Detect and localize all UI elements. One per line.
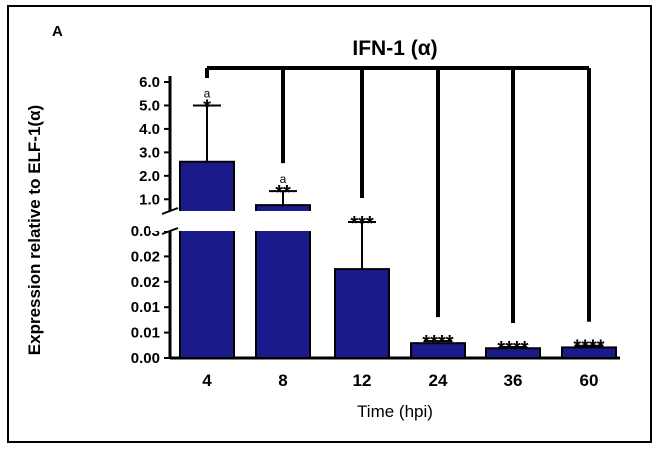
x-tick-label: 4	[202, 371, 212, 390]
y-tick-label: 6.0	[139, 74, 160, 91]
y-tick-label: 3.0	[139, 144, 160, 161]
x-tick-label: 12	[353, 371, 372, 390]
chart-title: IFN-1 (α)	[352, 37, 437, 60]
significance-stars: *	[203, 96, 211, 118]
significance-letter: a	[280, 172, 287, 186]
x-tick-label: 36	[504, 371, 523, 390]
panel-label: A	[52, 23, 63, 40]
significance-stars: ****	[573, 337, 604, 359]
y-tick-label: 5.0	[139, 97, 160, 114]
y-tick-label: 0.02	[131, 274, 160, 291]
figure-frame	[7, 5, 652, 443]
axis-break-mark	[161, 207, 179, 215]
y-tick-label: 4.0	[139, 121, 160, 138]
y-tick-label: 0.01	[131, 299, 160, 316]
significance-letter: a	[204, 86, 211, 100]
y-tick-label: 0.02	[131, 248, 160, 265]
significance-stars: **	[275, 182, 291, 204]
significance-stars: ****	[497, 338, 528, 360]
y-tick-label: 0.01	[131, 325, 160, 342]
significance-stars: ****	[422, 332, 453, 354]
y-axis-label: Expression relative to ELF-1(α)	[25, 105, 44, 355]
x-tick-label: 8	[278, 371, 287, 390]
x-tick-label: 60	[580, 371, 599, 390]
significance-stars: ***	[350, 213, 374, 235]
x-tick-label: 24	[429, 371, 448, 390]
y-tick-label: 2.0	[139, 168, 160, 185]
y-tick-label: 0.00	[131, 350, 160, 367]
bar	[334, 268, 390, 360]
bar	[179, 160, 235, 359]
axis-break-mark	[161, 227, 179, 235]
x-axis-label: Time (hpi)	[357, 402, 433, 421]
y-tick-label: 1.0	[139, 191, 160, 208]
axis-break-gap	[150, 211, 320, 231]
